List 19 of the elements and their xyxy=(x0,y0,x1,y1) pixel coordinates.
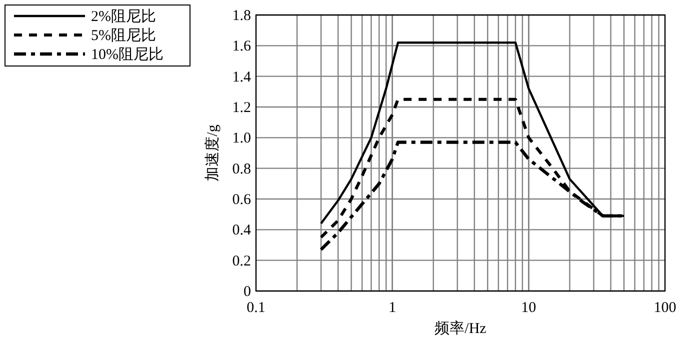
legend-label: 2%阻尼比 xyxy=(91,8,156,25)
y-axis-title: 加速度/g xyxy=(204,124,221,182)
y-tick-label: 0.4 xyxy=(232,222,252,239)
y-tick-label: 1.4 xyxy=(232,69,252,86)
legend-label: 5%阻尼比 xyxy=(91,27,156,44)
y-tick-label: 1.0 xyxy=(232,130,251,147)
y-tick-label: 0.2 xyxy=(232,253,251,270)
y-tick-label: 1.2 xyxy=(232,100,251,116)
y-tick-label: 0.6 xyxy=(232,192,252,208)
y-tick-label: 1.8 xyxy=(232,8,251,24)
x-tick-label: 10 xyxy=(521,300,536,316)
y-tick-label: 1.6 xyxy=(232,38,252,55)
y-tick-label: 0.8 xyxy=(232,161,251,178)
x-tick-label: 0.1 xyxy=(246,300,266,316)
y-tick-label: 0 xyxy=(244,284,251,300)
x-tick-label: 1 xyxy=(388,300,396,316)
x-tick-label: 100 xyxy=(654,300,676,316)
legend-label: 10%阻尼比 xyxy=(91,46,164,63)
x-axis-title: 频率/Hz xyxy=(434,320,487,337)
